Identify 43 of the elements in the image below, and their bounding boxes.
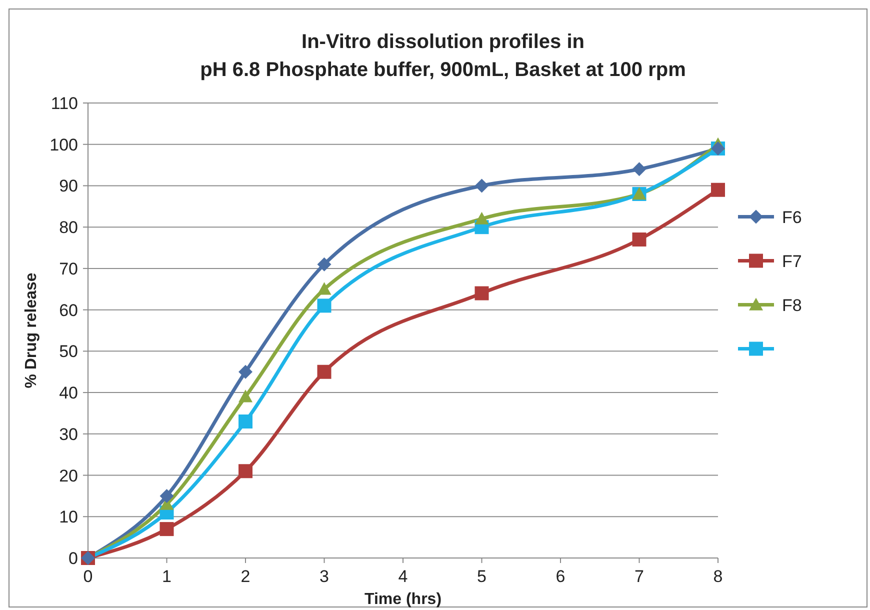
point bbox=[160, 488, 174, 503]
point bbox=[317, 282, 332, 295]
point bbox=[474, 212, 489, 224]
y-tick-label: 0 bbox=[68, 549, 78, 568]
x-tick-label: 0 bbox=[83, 567, 93, 586]
point bbox=[317, 257, 332, 272]
legend-label: F7 bbox=[782, 252, 802, 271]
point bbox=[317, 364, 332, 379]
point bbox=[238, 464, 252, 478]
point bbox=[632, 232, 646, 246]
y-axis-title: % Drug release bbox=[23, 272, 40, 388]
point bbox=[632, 162, 646, 176]
y-tick-label: 70 bbox=[59, 259, 78, 278]
point bbox=[317, 298, 332, 313]
y-tick-label: 20 bbox=[59, 466, 78, 486]
y-tick-label: 40 bbox=[59, 384, 78, 403]
point bbox=[160, 522, 174, 536]
point bbox=[474, 178, 489, 193]
y-tick-label: 10 bbox=[59, 508, 78, 527]
y-tick-label: 60 bbox=[59, 300, 78, 320]
x-tick-label: 2 bbox=[240, 567, 250, 586]
point bbox=[711, 182, 725, 197]
x-tick-label: 1 bbox=[162, 567, 172, 586]
y-tick-label: 80 bbox=[59, 218, 78, 238]
y-tick-label: 50 bbox=[59, 342, 78, 362]
y-tick-label: 110 bbox=[50, 94, 78, 113]
y-tick-label: 100 bbox=[50, 135, 78, 154]
y-tick-label: 30 bbox=[59, 424, 78, 444]
x-tick-label: 3 bbox=[320, 567, 329, 586]
point bbox=[238, 390, 252, 402]
x-tick-label: 4 bbox=[398, 567, 408, 586]
y-tick-label: 90 bbox=[59, 176, 78, 196]
point bbox=[238, 414, 252, 428]
point bbox=[474, 286, 489, 300]
x-axis-title: Time (hrs) bbox=[364, 591, 442, 608]
x-tick-label: 5 bbox=[477, 567, 486, 586]
legend-label: F6 bbox=[782, 208, 802, 227]
x-tick-label: 7 bbox=[634, 567, 644, 586]
x-tick-label: 8 bbox=[713, 567, 723, 586]
legend-label: F8 bbox=[782, 296, 802, 315]
chart-title: In-Vitro dissolution profiles in pH 6.8 Phosphate buffer, 900mL, Basket at 100 rpm bbox=[200, 31, 686, 81]
point bbox=[238, 364, 252, 379]
x-tick-label: 6 bbox=[556, 567, 566, 586]
